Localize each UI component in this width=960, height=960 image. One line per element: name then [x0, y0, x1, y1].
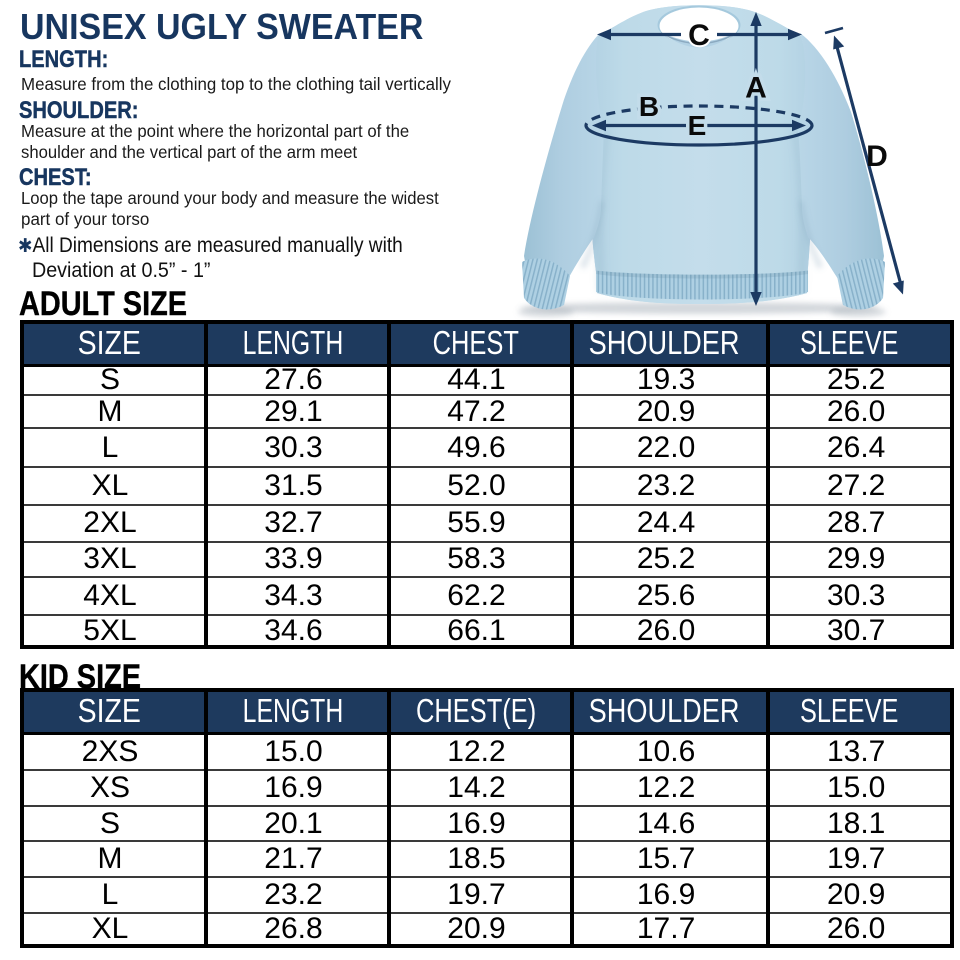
svg-text:A: A: [745, 72, 767, 105]
svg-text:D: D: [866, 140, 888, 173]
svg-text:C: C: [688, 19, 710, 52]
svg-text:B: B: [639, 91, 659, 122]
svg-text:E: E: [688, 110, 707, 141]
